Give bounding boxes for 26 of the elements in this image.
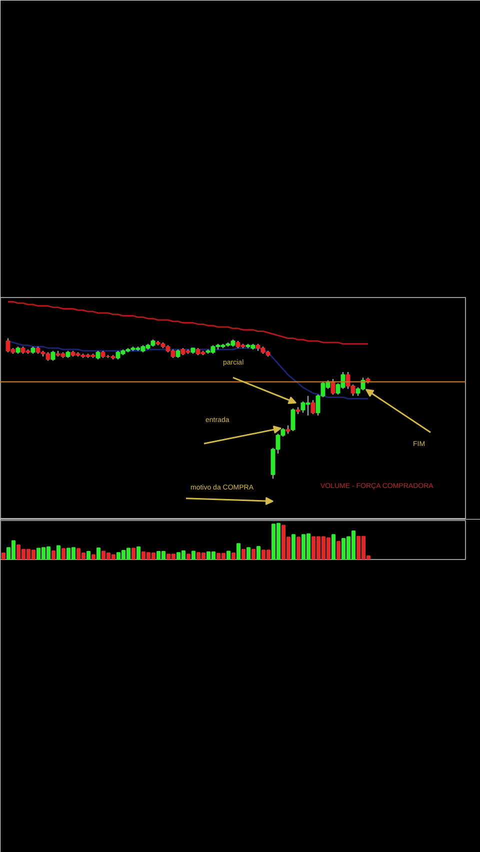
bar — [96, 547, 100, 560]
bar — [192, 550, 196, 560]
bar — [292, 534, 296, 560]
bar — [86, 551, 90, 560]
bar — [232, 552, 236, 560]
candlestick — [310, 400, 316, 415]
bar — [132, 548, 136, 560]
bar — [256, 546, 260, 560]
candlestick — [290, 408, 296, 432]
candlestick — [330, 378, 336, 395]
bar — [62, 548, 66, 560]
bar — [136, 546, 140, 560]
bar — [2, 552, 6, 560]
bar — [296, 536, 300, 560]
bar — [236, 543, 240, 560]
bar — [186, 554, 190, 560]
candlestick — [50, 350, 56, 362]
bar — [332, 534, 336, 560]
bar — [242, 548, 246, 560]
bar — [92, 554, 96, 560]
bar — [52, 550, 56, 560]
bar — [226, 550, 230, 560]
bar — [336, 540, 340, 560]
bar — [246, 547, 250, 560]
bar — [252, 548, 256, 560]
bar — [56, 545, 60, 560]
